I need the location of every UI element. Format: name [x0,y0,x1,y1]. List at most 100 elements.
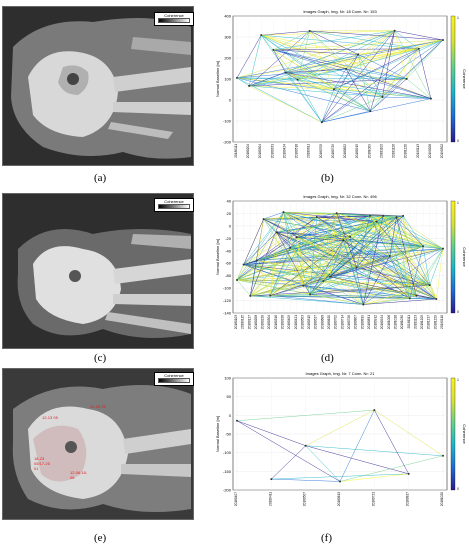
graph-edge [321,39,444,123]
graph-node [408,297,411,300]
graph-title: Images Graph, Img. Nr: 18 Conn. Nr: 153 [303,9,377,14]
x-tick-label: 20180304 [267,315,271,329]
graph-edge [285,72,323,123]
graph-edge [243,232,278,265]
y-tick-label: -120 [223,298,232,303]
graph-node [342,239,345,242]
graph-edge [296,215,370,238]
y-tick-label: -200 [223,488,232,493]
x-tick-label: 20181030 [400,315,404,329]
graph-edge [261,34,347,70]
graph-edge [249,85,322,123]
graph-node [362,303,365,306]
graph-edge [297,79,431,99]
y-tick-label: -40 [225,248,232,253]
colorbar-label: Coherence [462,247,467,267]
graph-edge [271,478,341,482]
graph-edge [409,246,424,299]
x-tick-label: 20181205 [420,315,424,329]
graph-node [405,77,408,80]
annotation-e-1: 12-13 05 [42,415,58,420]
graph-edge [309,215,371,295]
graph-edge [345,39,444,70]
graph-edge [336,213,417,296]
panel-label-a: (a) [94,172,107,184]
graph-node [388,254,391,257]
x-tick-label: 20190110 [440,315,444,329]
y-tick-label: -20 [225,236,232,241]
graph-edge [249,54,359,87]
panel-label-c: (c) [94,352,107,364]
y-tick-label: 0 [229,98,232,103]
graph-edge [343,240,364,305]
x-tick-label: 20180608 [320,315,324,329]
graph-edge [296,237,437,300]
graph-edge [297,54,359,80]
graph-node [260,34,263,37]
graph-edge [349,236,430,286]
graph-node [395,216,398,219]
graph-edge [382,96,431,99]
x-tick-label: 20180819 [360,315,364,329]
graph-node [345,67,348,70]
x-tick-label: 20180729 [331,144,335,158]
y-axis-label: Normal Baseline [m] [215,61,220,97]
graph-edge [243,212,284,265]
graph-edge [316,216,437,300]
y-tick-label: -50 [225,432,232,437]
graph-edge [336,212,377,222]
x-tick-label: 20181006 [387,315,391,329]
graph-edge [273,30,310,51]
graph-edge [243,216,317,265]
graph-edge [396,216,424,247]
graph-edge [250,276,331,297]
graph-edge [376,216,397,222]
graph-node [339,480,341,483]
x-tick-label: 20180407 [234,492,238,506]
x-tick-label: 20180726 [347,315,351,329]
graph-edge [236,77,407,80]
annotation-e-4: 12-06 18-06 [70,470,88,480]
x-tick-label: 20180620 [327,315,331,329]
graph-edge [273,49,359,55]
graph-edge [389,246,424,257]
graph-edge [329,240,344,277]
graph-edge [382,215,411,299]
x-tick-label: 20180507 [303,492,307,506]
graph-edge [236,212,284,281]
graph-edge [349,236,424,247]
graph-edge [283,212,364,305]
x-tick-label: 20180328 [281,315,285,329]
graph-edge [336,213,351,237]
annotation-e-2: 24-28 06 [90,404,106,409]
y-tick-label: -100 [223,119,232,124]
x-tick-label: 20180912 [374,315,378,329]
graph-edge [376,221,424,247]
graph-node [289,246,292,249]
graph-edge [256,216,317,261]
graph-node [417,47,420,50]
graph-edge [285,30,310,73]
sat-legend-e: Coherence [154,372,194,386]
y-tick-label: 200 [224,56,231,61]
graph-edge [276,232,304,286]
graph-edge [256,215,404,261]
x-tick-label: 20180822 [343,144,347,158]
x-tick-label: 20180208 [254,315,258,329]
graph-edge [330,276,430,286]
graph-edge [236,77,250,87]
graph-node [282,211,285,214]
x-tick-label: 20180613 [337,492,341,506]
y-tick-label: -150 [223,469,232,474]
graph-edge [289,237,298,249]
graph-title: Images Graph, Img. Nr: 32 Conn. Nr: 496 [303,194,377,199]
graph-edge [343,215,371,241]
graph-edge [261,30,310,36]
graph-edge [416,248,444,296]
graph-edge [297,79,323,123]
graph-edge [376,221,411,299]
x-tick-label: 20180421 [294,315,298,329]
sat-legend-a: Coherence [154,12,194,26]
graph-edge [389,255,437,300]
x-tick-label: 20180807 [354,315,358,329]
